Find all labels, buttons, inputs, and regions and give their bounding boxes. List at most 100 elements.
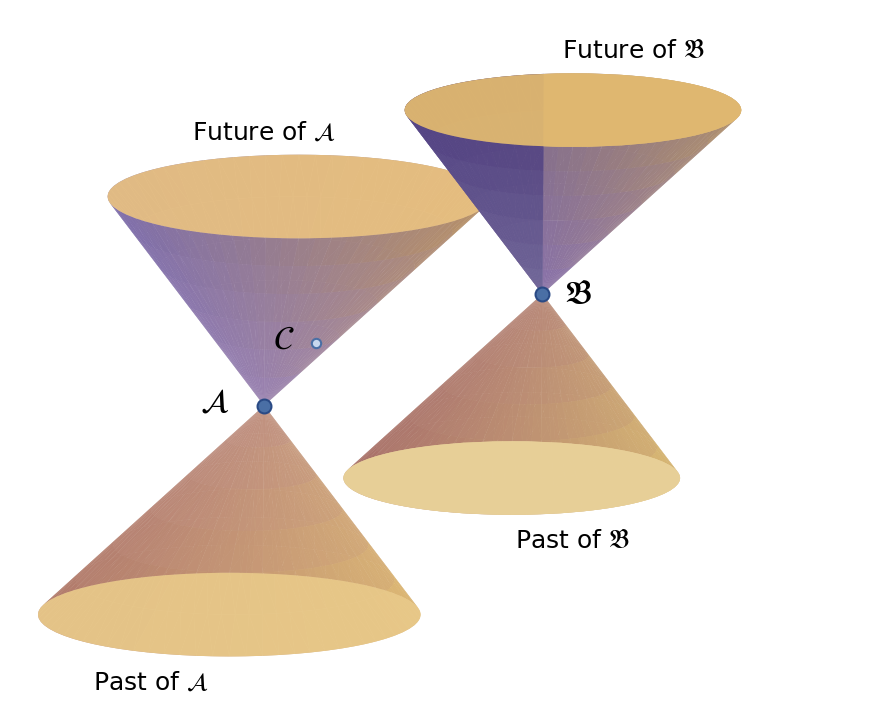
Polygon shape — [654, 156, 689, 185]
Polygon shape — [585, 351, 606, 380]
Polygon shape — [116, 505, 154, 540]
Polygon shape — [542, 269, 562, 294]
Polygon shape — [281, 280, 290, 322]
Polygon shape — [234, 282, 249, 323]
Point — [257, 400, 271, 411]
Polygon shape — [557, 320, 572, 347]
Polygon shape — [484, 327, 513, 362]
Polygon shape — [413, 391, 446, 425]
Polygon shape — [331, 564, 357, 604]
Polygon shape — [533, 147, 543, 185]
Polygon shape — [496, 319, 521, 346]
Polygon shape — [191, 442, 228, 479]
Text: $\mathcal{C}$: $\mathcal{C}$ — [273, 324, 294, 355]
Polygon shape — [477, 156, 498, 190]
Polygon shape — [573, 171, 592, 196]
Polygon shape — [457, 394, 484, 420]
Polygon shape — [264, 378, 270, 406]
Polygon shape — [368, 254, 403, 294]
Polygon shape — [569, 370, 578, 395]
Polygon shape — [515, 150, 529, 185]
Polygon shape — [180, 256, 197, 286]
Polygon shape — [551, 367, 562, 404]
Polygon shape — [227, 345, 245, 375]
Polygon shape — [638, 77, 657, 114]
Polygon shape — [512, 294, 542, 322]
Polygon shape — [498, 152, 516, 187]
Polygon shape — [637, 178, 671, 208]
Polygon shape — [312, 284, 336, 325]
Polygon shape — [484, 211, 504, 239]
Polygon shape — [208, 489, 230, 518]
Polygon shape — [638, 78, 657, 116]
Polygon shape — [653, 456, 677, 488]
Polygon shape — [236, 447, 250, 489]
Polygon shape — [269, 489, 279, 530]
Polygon shape — [120, 550, 155, 581]
Polygon shape — [541, 477, 555, 514]
Polygon shape — [492, 329, 518, 365]
Polygon shape — [368, 543, 394, 577]
Polygon shape — [192, 463, 221, 493]
Polygon shape — [519, 170, 532, 194]
Polygon shape — [504, 319, 526, 345]
Polygon shape — [167, 527, 192, 569]
Polygon shape — [196, 545, 222, 574]
Polygon shape — [264, 364, 275, 406]
Polygon shape — [565, 325, 588, 357]
Polygon shape — [187, 305, 213, 338]
Polygon shape — [264, 461, 269, 489]
Polygon shape — [307, 238, 332, 266]
Polygon shape — [247, 376, 264, 406]
Polygon shape — [201, 444, 232, 484]
Polygon shape — [517, 223, 532, 258]
Polygon shape — [264, 406, 286, 444]
Polygon shape — [511, 294, 542, 323]
Polygon shape — [332, 155, 349, 198]
Polygon shape — [279, 349, 298, 378]
Polygon shape — [536, 220, 543, 244]
Polygon shape — [542, 258, 562, 294]
Polygon shape — [350, 246, 378, 288]
Polygon shape — [321, 285, 350, 326]
Polygon shape — [569, 364, 587, 399]
Polygon shape — [618, 166, 648, 192]
Polygon shape — [378, 205, 406, 246]
Polygon shape — [515, 194, 525, 219]
Polygon shape — [498, 230, 520, 262]
Polygon shape — [489, 329, 516, 364]
Polygon shape — [233, 291, 244, 320]
Polygon shape — [134, 234, 160, 269]
Polygon shape — [493, 368, 512, 393]
Polygon shape — [227, 406, 264, 442]
Polygon shape — [521, 294, 542, 330]
Polygon shape — [213, 614, 230, 656]
Polygon shape — [221, 343, 243, 374]
Polygon shape — [301, 333, 339, 370]
Polygon shape — [230, 345, 247, 376]
Polygon shape — [668, 128, 700, 163]
Polygon shape — [512, 404, 522, 442]
Polygon shape — [307, 155, 321, 197]
Polygon shape — [586, 148, 601, 185]
Polygon shape — [257, 377, 264, 406]
Polygon shape — [264, 376, 290, 406]
Polygon shape — [314, 610, 339, 651]
Polygon shape — [167, 519, 197, 548]
Polygon shape — [542, 257, 550, 294]
Polygon shape — [364, 552, 392, 589]
Polygon shape — [465, 138, 477, 164]
Polygon shape — [522, 441, 532, 478]
Polygon shape — [142, 220, 162, 251]
Polygon shape — [238, 369, 264, 406]
Polygon shape — [461, 161, 477, 187]
Polygon shape — [249, 323, 259, 364]
Polygon shape — [475, 403, 491, 439]
Polygon shape — [389, 571, 414, 604]
Polygon shape — [572, 227, 601, 261]
Polygon shape — [310, 481, 336, 519]
Polygon shape — [265, 238, 282, 265]
Polygon shape — [453, 159, 470, 185]
Polygon shape — [565, 325, 589, 357]
Polygon shape — [287, 238, 299, 280]
